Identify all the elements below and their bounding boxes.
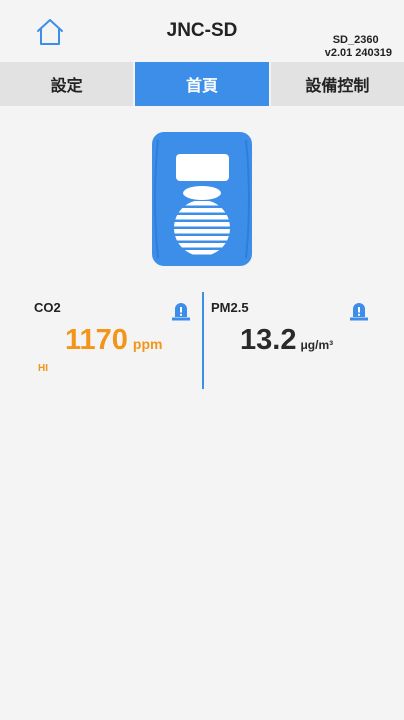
device-id: SD_2360 [332,34,379,46]
sensor-divider [202,292,204,389]
co2-sensor-card: CO2 1170 ppm HI [14,292,204,388]
co2-value: 1170 [65,324,128,356]
pm25-label: PM2.5 [211,300,249,315]
co2-unit: ppm [132,336,163,352]
alarm-light-icon [172,303,190,321]
co2-alarm-button[interactable] [170,300,192,322]
pm25-reading: 13.2 μg/m³ [240,324,333,357]
home-button[interactable] [34,16,66,48]
tab-settings[interactable]: 設定 [0,62,134,106]
pm25-sensor-card: PM2.5 13.2 μg/m³ [208,292,398,388]
alarm-light-icon [350,303,368,321]
co2-label: CO2 [34,300,61,315]
device-info: SD_2360 v2.01 240319 [325,34,392,60]
tab-home[interactable]: 首頁 [135,62,269,106]
tab-bar: 設定 首頁 設備控制 [0,62,404,106]
home-icon [37,19,63,45]
pm25-alarm-button[interactable] [348,300,370,322]
co2-reading: 1170 ppm [65,324,162,357]
co2-level-badge: HI [38,363,48,374]
tab-device-control[interactable]: 設備控制 [270,62,404,106]
air-sensor-device-icon [152,132,252,266]
pm25-value: 13.2 [240,324,297,356]
firmware-version: v2.01 240319 [324,47,392,59]
pm25-unit: μg/m³ [300,338,334,352]
device-image [152,132,252,266]
page-title: JNC-SD [166,20,238,41]
header: JNC-SD SD_2360 v2.01 240319 [0,0,404,62]
